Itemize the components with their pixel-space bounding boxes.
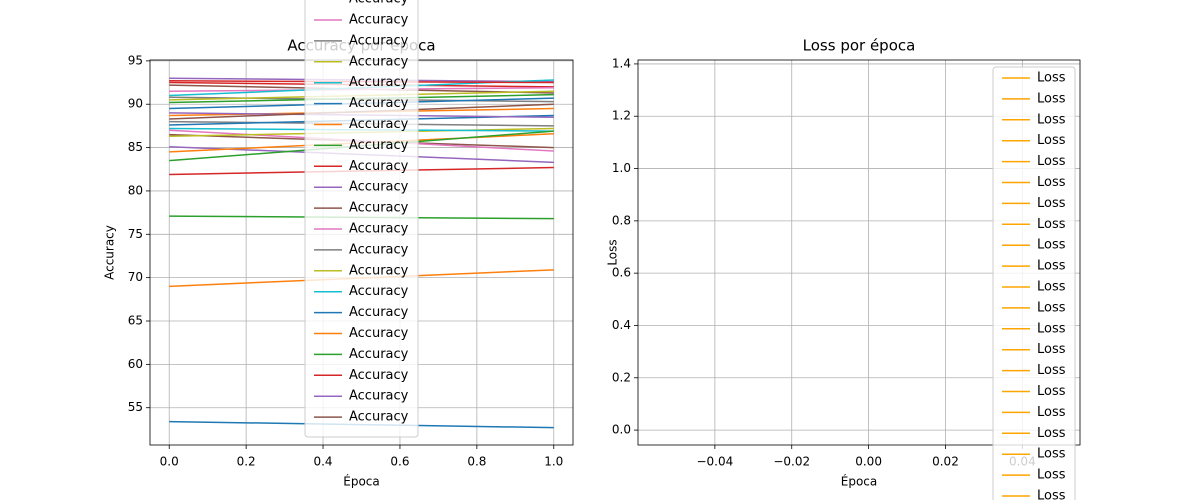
legend-box xyxy=(304,0,419,438)
legend-label: Accuracy xyxy=(349,242,409,257)
legend-label: Accuracy xyxy=(349,117,409,132)
plot-frame xyxy=(637,59,1081,446)
legend-label: Accuracy xyxy=(349,305,409,320)
y-tick-label: 95 xyxy=(128,53,143,67)
legend-label: Loss xyxy=(1037,133,1066,148)
y-tick-label: 0.0 xyxy=(612,423,631,437)
legend-label: Loss xyxy=(1037,321,1066,336)
legend-label: Loss xyxy=(1037,342,1066,357)
y-tick-label: 60 xyxy=(128,357,143,371)
legend-label: Accuracy xyxy=(349,159,409,174)
legend-label: Loss xyxy=(1037,259,1066,274)
x-tick-label: 0.00 xyxy=(855,455,882,469)
legend-label: Loss xyxy=(1037,71,1066,86)
x-tick-label: 0.4 xyxy=(313,455,332,469)
legend-label: Loss xyxy=(1037,280,1066,295)
legend-label: Loss xyxy=(1037,405,1066,420)
legend-label: Loss xyxy=(1037,196,1066,211)
legend-label: Loss xyxy=(1037,300,1066,315)
y-tick-label: 1.4 xyxy=(612,56,631,70)
legend-label: Accuracy xyxy=(349,389,409,404)
y-tick-label: 70 xyxy=(128,270,143,284)
y-tick-label: 85 xyxy=(128,140,143,154)
legend-label: Accuracy xyxy=(349,326,409,341)
legend-label: Accuracy xyxy=(349,284,409,299)
x-axis-label: Época xyxy=(841,474,878,489)
legend-label: Accuracy xyxy=(349,33,409,48)
y-tick-label: 65 xyxy=(128,314,143,328)
legend-label: Accuracy xyxy=(349,263,409,278)
legend-label: Accuracy xyxy=(349,96,409,111)
legend: Accuracy Accuracy Accuracy Accuracy Accuracy… xyxy=(304,0,419,438)
y-tick-label: 0.4 xyxy=(612,318,631,332)
legend-label: Accuracy xyxy=(349,0,409,7)
legend-label: Accuracy xyxy=(349,368,409,383)
x-tick-label: 0.6 xyxy=(390,455,409,469)
y-axis-label: Loss xyxy=(606,239,620,265)
x-tick-label: 0.8 xyxy=(467,455,486,469)
x-tick-label: 0.2 xyxy=(237,455,256,469)
legend-label: Accuracy xyxy=(349,75,409,90)
y-tick-label: 0.2 xyxy=(612,370,631,384)
legend-label: Accuracy xyxy=(349,222,409,237)
legend-label: Loss xyxy=(1037,468,1066,483)
y-tick-label: 90 xyxy=(128,97,143,111)
legend-label: Loss xyxy=(1037,112,1066,127)
x-tick-label: 0.02 xyxy=(932,455,959,469)
legend-label: Loss xyxy=(1037,175,1066,190)
y-tick-label: 75 xyxy=(128,227,143,241)
x-tick-label: 1.0 xyxy=(544,455,563,469)
y-tick-label: 1.2 xyxy=(612,109,631,123)
y-axis-label: Accuracy xyxy=(103,225,117,280)
chart-title: Loss por época xyxy=(803,37,916,55)
chart: 0.0 0.2 0.4 0.6 0.8 1.0 55 60 65 70 75 80 85 90 95 Accu… xyxy=(103,0,574,489)
legend-label: Loss xyxy=(1037,363,1066,378)
y-tick-label: 0.8 xyxy=(612,213,631,227)
legend: Loss Loss Loss Loss Loss Loss Loss Loss Loss Loss… xyxy=(992,66,1076,500)
x-axis-label: Época xyxy=(343,474,380,489)
legend-label: Loss xyxy=(1037,238,1066,253)
legend-label: Accuracy xyxy=(349,347,409,362)
x-tick-label: 0.0 xyxy=(160,455,179,469)
legend-label: Loss xyxy=(1037,91,1066,106)
legend-label: Accuracy xyxy=(349,138,409,153)
y-tick-label: 80 xyxy=(128,183,143,197)
legend-label: Accuracy xyxy=(349,201,409,216)
y-tick-label: 1.0 xyxy=(612,161,631,175)
legend-label: Accuracy xyxy=(349,54,409,69)
legend-label: Loss xyxy=(1037,426,1066,441)
legend-label: Loss xyxy=(1037,489,1066,500)
x-tick-label: −0.02 xyxy=(773,455,810,469)
x-tick-label: −0.04 xyxy=(696,455,733,469)
legend-label: Loss xyxy=(1037,384,1066,399)
legend-label: Accuracy xyxy=(349,410,409,425)
legend-label: Accuracy xyxy=(349,180,409,195)
y-tick-label: 55 xyxy=(128,400,143,414)
legend-label: Loss xyxy=(1037,447,1066,462)
legend-label: Loss xyxy=(1037,154,1066,169)
y-tick-label: 0.6 xyxy=(612,266,631,280)
legend-label: Loss xyxy=(1037,217,1066,232)
chart: −0.04−0.020.000.020.040.00.20.40.60.81.0… xyxy=(606,37,1081,500)
legend-label: Accuracy xyxy=(349,13,409,28)
